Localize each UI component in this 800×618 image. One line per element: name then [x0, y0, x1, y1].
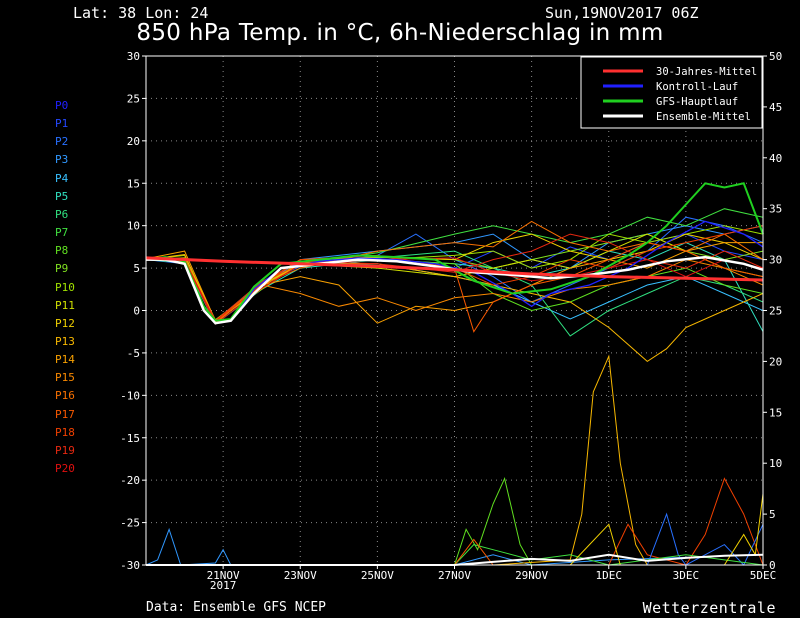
member-label-p17: P17 [55, 407, 75, 421]
run-datetime: Sun,19NOV2017 06Z [545, 4, 699, 22]
date-tick-label: 3DEC [673, 569, 700, 582]
member-label-p7: P7 [55, 226, 69, 240]
member-label-p6: P6 [55, 207, 69, 221]
plot-frame [145, 55, 764, 566]
temperature-tick-label: 30 [127, 50, 140, 63]
temperature-tick-label: -25 [120, 517, 140, 530]
temperature-tick-label: -15 [120, 432, 140, 445]
temperature-member-line [145, 242, 764, 333]
date-tick-label: 25NOV [361, 569, 394, 582]
temperature-tick-label: 20 [127, 135, 140, 148]
precipitation-tick-label: 20 [769, 355, 782, 368]
member-label-p10: P10 [55, 280, 75, 294]
date-tick-label: 21NOV [207, 569, 240, 582]
year-label: 2017 [210, 579, 237, 592]
legend-label: 30-Jahres-Mittel [656, 66, 757, 78]
date-axis: 21NOV 23NOV 25NOV 27NOV 29NOV 1DEC 3DEC 5DEC 201… [207, 565, 777, 592]
legend: 30-Jahres-Mittel Kontroll-Lauf GFS-Hauptla… [580, 56, 763, 129]
member-label-p19: P19 [55, 443, 75, 457]
temperature-series [145, 182, 764, 363]
temperature-tick-label: -20 [120, 474, 140, 487]
member-label-p8: P8 [55, 244, 69, 258]
temperature-tick-label: 25 [127, 92, 140, 105]
member-label-p1: P1 [55, 117, 69, 131]
member-label-p15: P15 [55, 371, 75, 385]
temperature-tick-label: 10 [127, 220, 140, 233]
precipitation-tick-label: 30 [769, 254, 782, 267]
temperature-member-line [146, 225, 764, 323]
precipitation-tick-label: 15 [769, 406, 782, 419]
precipitation-axis: 0 5 10 15 20 25 30 35 40 45 50 [763, 50, 782, 572]
temperature-axis: -30 -25 -20 -15 -10 -5 0 5 10 15 20 25 30 [120, 50, 146, 572]
member-label-p9: P9 [55, 262, 69, 276]
precipitation-tick-label: 45 [769, 101, 782, 114]
data-source: Data: Ensemble GFS NCEP [146, 600, 327, 615]
location-label: Lat: 38 Lon: 24 [73, 4, 209, 22]
date-tick-label: 29NOV [515, 569, 548, 582]
legend-label: Ensemble-Mittel [656, 111, 751, 123]
member-label-p16: P16 [55, 389, 75, 403]
temperature-tick-label: 0 [133, 305, 140, 318]
legend-label: Kontroll-Lauf [656, 81, 738, 93]
temperature-tick-label: -30 [120, 559, 140, 572]
precipitation-ensemble-mean-line [146, 553, 764, 566]
member-label-p11: P11 [55, 298, 75, 312]
temperature-tick-label: -10 [120, 389, 140, 402]
ensemble-mean-line [146, 255, 764, 325]
date-tick-label: 27NOV [438, 569, 471, 582]
member-label-p3: P3 [55, 153, 69, 167]
temperature-tick-label: 5 [133, 262, 140, 275]
member-label-p0: P0 [55, 99, 69, 112]
date-tick-label: 5DEC [750, 569, 777, 582]
precipitation-series [145, 354, 764, 566]
member-label-p4: P4 [55, 171, 69, 185]
brand-label: Wetterzentrale [642, 599, 776, 617]
precipitation-member-line [145, 527, 764, 566]
precipitation-tick-label: 40 [769, 152, 782, 165]
temperature-member-line [145, 233, 764, 322]
temperature-tick-label: 15 [127, 177, 140, 190]
precipitation-tick-label: 50 [769, 50, 782, 63]
legend-label: GFS-Hauptlauf [656, 96, 738, 108]
member-label-p18: P18 [55, 425, 75, 439]
member-label-p20: P20 [55, 462, 75, 475]
member-label-p2: P2 [55, 135, 69, 149]
precipitation-tick-label: 0 [769, 559, 776, 572]
date-tick-label: 23NOV [284, 569, 317, 582]
precipitation-member-line [146, 354, 763, 566]
precipitation-tick-label: 5 [769, 508, 776, 521]
date-tick-label: 1DEC [596, 569, 623, 582]
member-label-p13: P13 [55, 334, 75, 348]
precipitation-tick-label: 35 [769, 203, 782, 216]
member-label-p14: P14 [55, 353, 75, 367]
precipitation-tick-label: 25 [769, 305, 782, 318]
precipitation-tick-label: 10 [769, 457, 782, 470]
chart-title: 850 hPa Temp. in °C, 6h-Niederschlag in … [136, 20, 664, 46]
member-label-p12: P12 [55, 316, 75, 330]
member-label-p5: P5 [55, 189, 69, 203]
temperature-tick-label: -5 [127, 347, 140, 360]
climate-mean-line [145, 256, 764, 282]
temperature-member-line [145, 242, 764, 332]
